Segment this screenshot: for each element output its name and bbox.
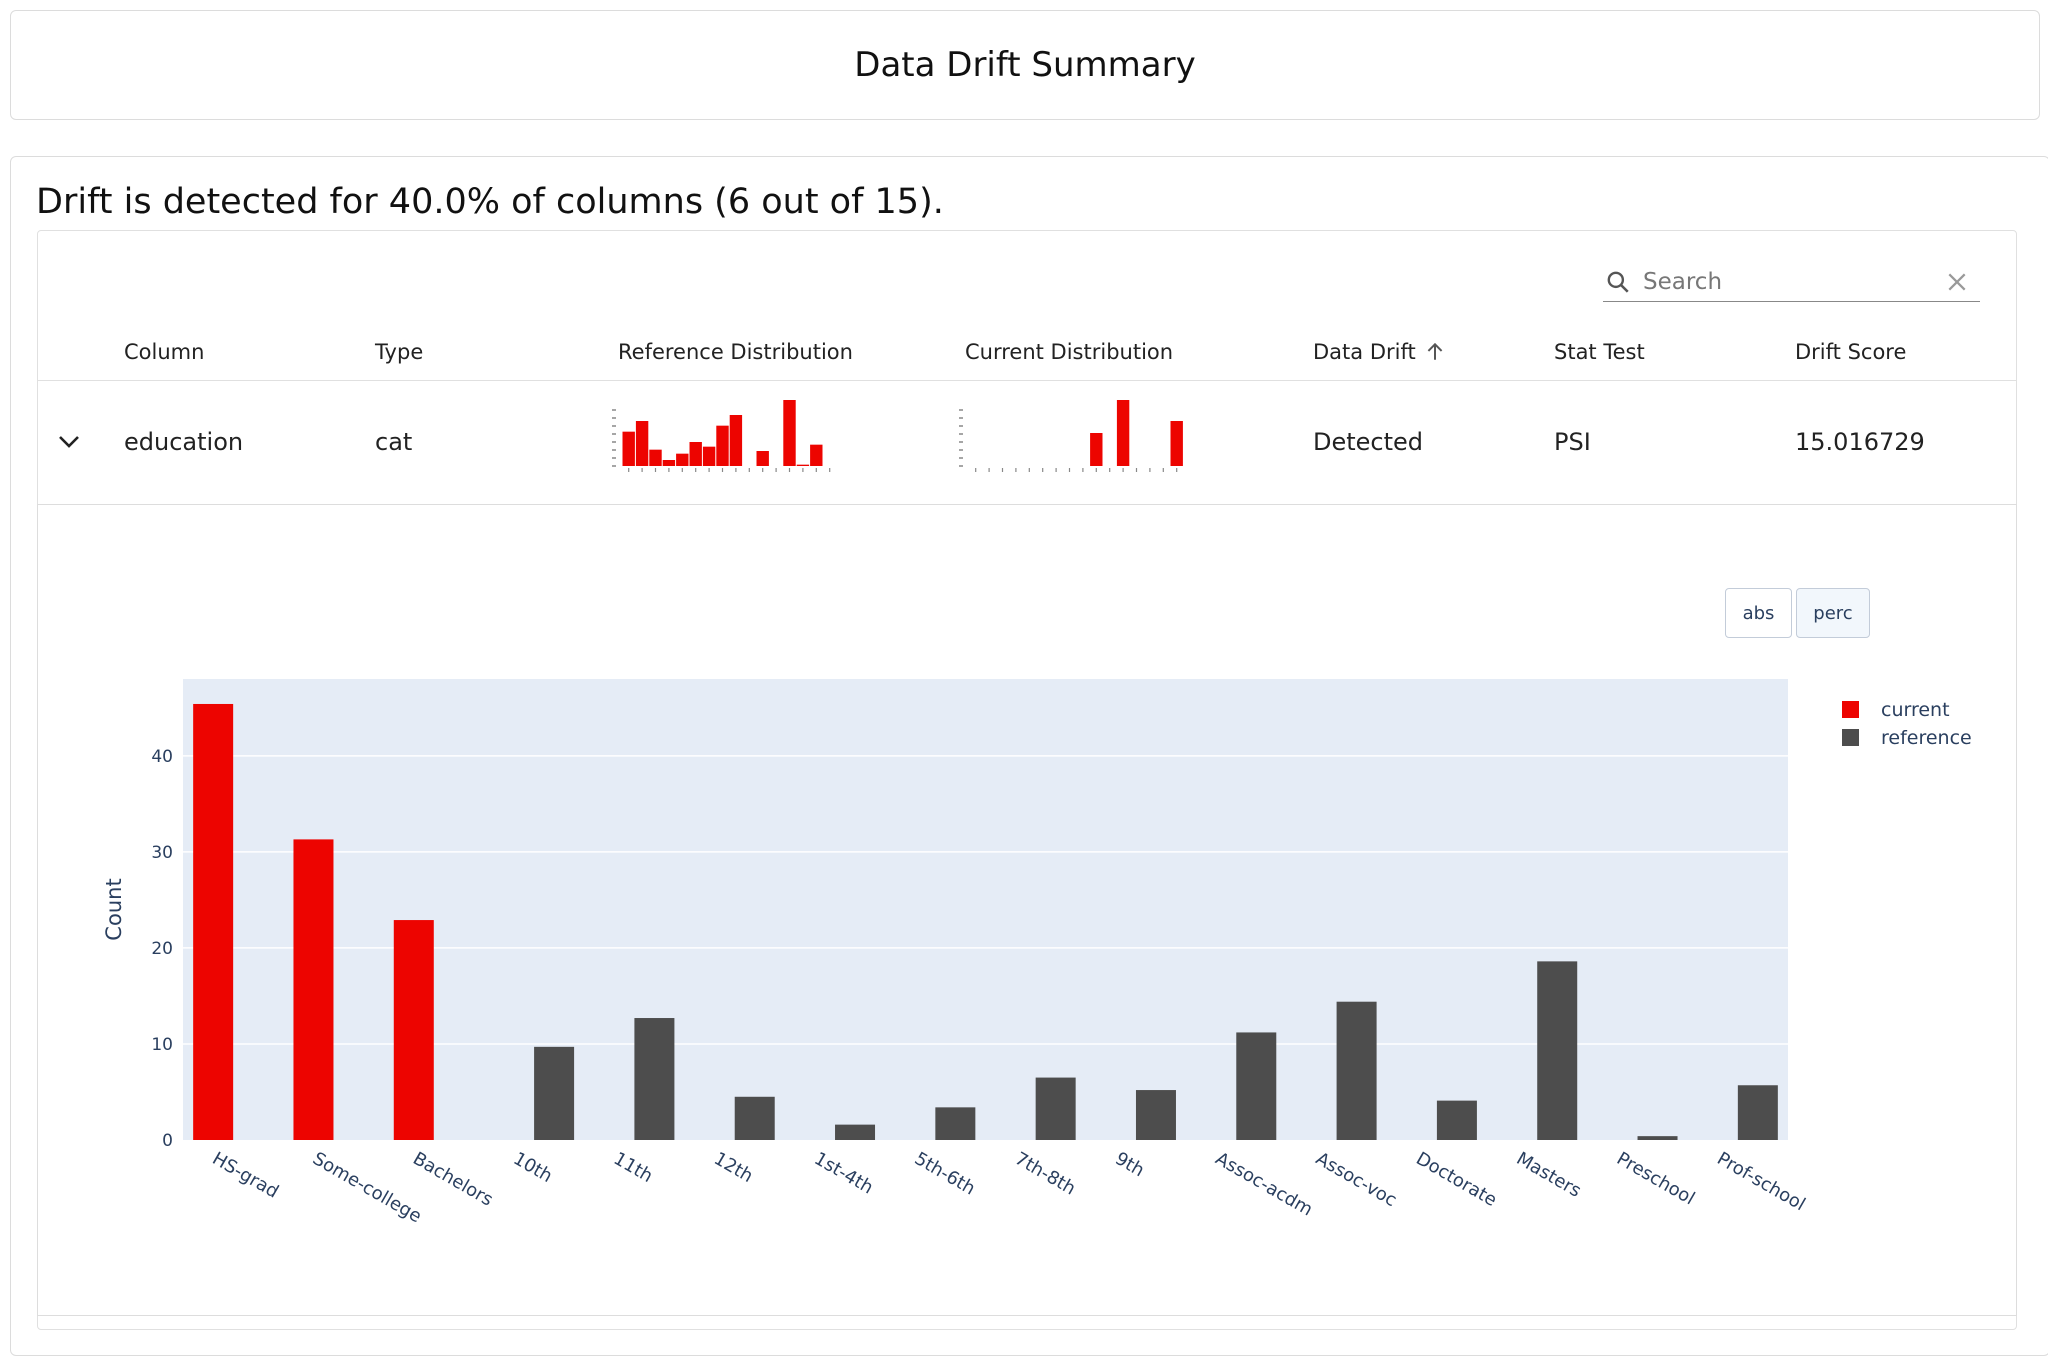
header-stat-test[interactable]: Stat Test [1554, 340, 1645, 364]
spark-bar [729, 415, 743, 466]
bar-current [293, 839, 334, 1140]
y-tick-label: 30 [151, 843, 173, 863]
legend-swatch-reference [1842, 729, 1859, 746]
bar-reference [835, 1124, 876, 1140]
spark-bar [810, 444, 823, 466]
legend-label-current: current [1881, 699, 1950, 721]
x-tick-label: Preschool [1613, 1148, 1698, 1209]
page-header: Data Drift Summary [10, 10, 2040, 120]
spark-bar [649, 449, 662, 466]
bar-current [193, 703, 234, 1140]
header-drift-score[interactable]: Drift Score [1795, 340, 1907, 364]
chevron-down-icon[interactable] [56, 432, 82, 452]
spark-bar [1090, 433, 1103, 466]
x-tick-label: 12th [710, 1148, 756, 1187]
sort-ascending-icon[interactable] [1424, 341, 1446, 363]
spark-bar [1116, 400, 1130, 466]
bar-reference [534, 1046, 575, 1140]
bar-reference [1737, 1085, 1778, 1140]
reference-distribution-sparkline [612, 400, 831, 472]
cell-drift-score: 15.016729 [1795, 428, 1925, 456]
bar-reference [1537, 961, 1578, 1140]
spark-bar [635, 421, 649, 466]
x-tick-label: Assoc-acdm [1212, 1148, 1316, 1220]
y-tick-label: 20 [151, 939, 173, 959]
header-reference-distribution: Reference Distribution [618, 340, 853, 364]
cell-column: education [124, 428, 244, 456]
x-tick-label: Masters [1513, 1148, 1585, 1202]
page-title: Data Drift Summary [854, 45, 1196, 85]
x-tick-label: 10th [510, 1148, 556, 1187]
spark-bar [796, 464, 810, 466]
search-placeholder: Search [1643, 268, 1723, 295]
x-tick-label: Prof-school [1713, 1148, 1808, 1215]
header-data-drift[interactable]: Data Drift [1313, 340, 1446, 364]
y-axis-label: Count [102, 878, 126, 940]
abs-button[interactable]: abs [1725, 588, 1792, 638]
bar-reference [935, 1107, 976, 1140]
x-tick-label: Assoc-voc [1312, 1148, 1400, 1211]
cell-stat-test: PSI [1554, 428, 1591, 456]
spark-bar [702, 446, 716, 466]
bar-reference [734, 1096, 775, 1140]
spark-bar [716, 425, 729, 466]
x-tick-label: 7th-8th [1011, 1148, 1079, 1199]
x-tick-label: Some-college [309, 1148, 425, 1227]
spark-bar [676, 453, 689, 466]
spark-bar [622, 431, 635, 466]
bar-reference [1637, 1136, 1678, 1140]
header-type[interactable]: Type [375, 340, 424, 364]
spark-bar [783, 400, 796, 466]
bar-reference [1236, 1032, 1277, 1140]
spark-bar [662, 460, 676, 466]
x-tick-label: Doctorate [1412, 1148, 1500, 1211]
bar-reference [1436, 1100, 1477, 1140]
header-column[interactable]: Column [124, 340, 205, 364]
bar-reference [1336, 1001, 1377, 1140]
bar-reference [634, 1018, 675, 1140]
x-tick-label: 9th [1111, 1148, 1147, 1181]
spark-bar [1170, 421, 1183, 466]
legend-swatch-current [1842, 701, 1859, 718]
clear-icon[interactable] [1946, 271, 1968, 293]
cell-data-drift: Detected [1313, 428, 1424, 456]
legend-label-reference: reference [1881, 727, 1972, 749]
x-tick-label: 1st-4th [811, 1148, 877, 1198]
header-current-distribution: Current Distribution [965, 340, 1174, 364]
x-tick-label: 11th [610, 1148, 656, 1187]
cell-type: cat [375, 428, 413, 456]
bar-reference [1035, 1077, 1076, 1140]
bar-reference [1135, 1090, 1176, 1140]
spark-bar [756, 451, 769, 466]
drift-summary-text: Drift is detected for 40.0% of columns (… [36, 182, 944, 222]
spark-bar [689, 442, 702, 466]
y-tick-label: 0 [162, 1131, 173, 1151]
x-tick-label: 5th-6th [911, 1148, 979, 1199]
search-icon [1607, 271, 1629, 293]
x-tick-label: Bachelors [409, 1148, 496, 1210]
search-input[interactable]: Search [1603, 262, 1980, 302]
current-distribution-sparkline [959, 400, 1183, 472]
perc-button[interactable]: perc [1796, 588, 1870, 638]
divider [37, 380, 2017, 381]
header-data-drift-label: Data Drift [1313, 340, 1416, 364]
y-tick-label: 10 [151, 1035, 173, 1055]
x-tick-label: HS-grad [209, 1148, 283, 1203]
y-tick-label: 40 [151, 747, 173, 767]
bar-current [393, 920, 434, 1140]
